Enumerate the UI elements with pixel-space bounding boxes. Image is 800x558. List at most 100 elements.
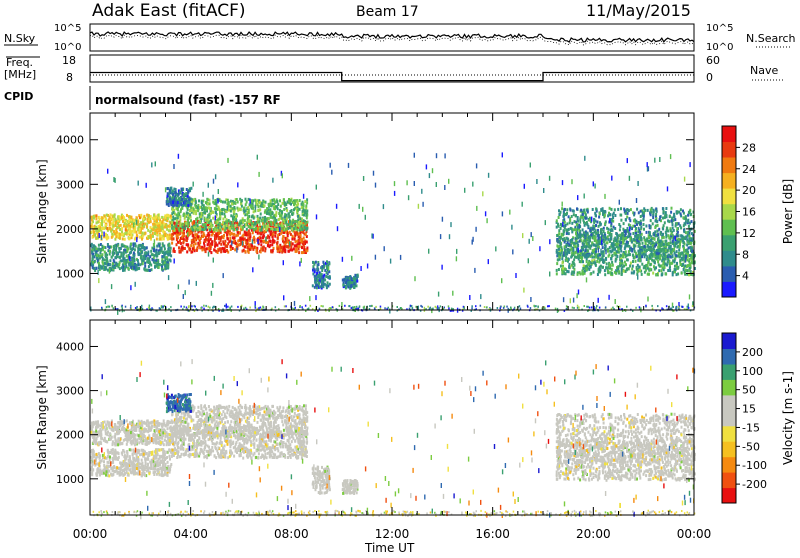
power-cell [342, 284, 344, 287]
power-cell [556, 219, 558, 222]
power-cell [599, 254, 601, 257]
power-cell [222, 218, 224, 221]
power-cell [144, 257, 146, 260]
power-cell [113, 266, 115, 269]
power-cell [109, 259, 111, 262]
power-cell [329, 283, 331, 286]
power-speck [97, 270, 98, 275]
power-cell [288, 212, 290, 215]
power-cell [649, 268, 651, 271]
power-cell [195, 227, 197, 230]
power-cell [272, 236, 274, 239]
power-cell [688, 269, 690, 272]
power-cell [634, 250, 636, 253]
power-speck [600, 249, 601, 254]
power-cell [670, 233, 672, 236]
power-speck [375, 183, 376, 188]
power-cell [120, 247, 122, 250]
noise-strip: N.Sky 10^5 10^0 10^5 10^0 N.Search [4, 23, 796, 53]
power-cell [611, 233, 613, 236]
power-cell [303, 251, 305, 254]
power-cell [152, 232, 154, 235]
power-cell [671, 219, 673, 222]
power-cell [122, 237, 124, 240]
station-title: Adak East (fitACF) [92, 1, 246, 21]
power-cell [593, 221, 595, 224]
power-cell [190, 203, 192, 206]
power-cell [96, 214, 98, 217]
power-cell [590, 265, 592, 268]
power-speck [667, 186, 668, 191]
power-cell [247, 246, 249, 249]
power-cell [690, 247, 692, 250]
power-cell [182, 241, 184, 244]
power-speck [330, 163, 331, 168]
power-cell [293, 227, 295, 230]
power-cell [676, 250, 678, 253]
power-cell [556, 272, 558, 275]
power-cell [146, 261, 148, 264]
power-cell [599, 212, 601, 215]
power-cell [280, 246, 282, 249]
power-cell [623, 265, 625, 268]
power-cell [353, 285, 355, 288]
power-cell [623, 270, 625, 273]
power-cell [561, 207, 563, 210]
power-cell [189, 209, 191, 212]
power-cell [633, 219, 635, 222]
power-cell [178, 193, 180, 196]
power-cell [171, 242, 173, 245]
power-cell [672, 223, 674, 226]
power-cell [244, 210, 246, 213]
power-cell [682, 235, 684, 238]
power-cell [622, 242, 624, 245]
power-cell [642, 242, 644, 245]
power-cell [136, 234, 138, 237]
power-cell [641, 263, 643, 266]
power-cell [109, 250, 111, 253]
power-cell [163, 255, 165, 258]
power-cell [230, 222, 232, 225]
power-cell [141, 232, 143, 235]
power-cell [130, 234, 132, 237]
power-cell [270, 232, 272, 235]
power-cell [618, 248, 620, 251]
power-cell [609, 233, 611, 236]
power-cell [562, 271, 564, 274]
power-cell [621, 273, 623, 276]
power-cell [586, 268, 588, 271]
power-cell [630, 208, 632, 211]
power-cell [630, 249, 632, 252]
power-cell [595, 232, 597, 235]
power-cell [141, 251, 143, 254]
power-cell [279, 209, 281, 212]
power-cell [205, 201, 207, 204]
power-cell [295, 220, 297, 223]
power-cell [293, 247, 295, 250]
power-cell [305, 233, 307, 236]
power-cell [605, 220, 607, 223]
freq-tick-bottom: 8 [66, 71, 73, 84]
power-cell [600, 208, 602, 211]
power-cell [103, 246, 105, 249]
power-cell [158, 244, 160, 247]
power-cell [312, 284, 314, 287]
power-cell [326, 260, 328, 263]
power-cell [144, 268, 146, 271]
power-cell [170, 202, 172, 205]
power-cell [655, 234, 657, 237]
power-cell [351, 281, 353, 284]
power-cell [607, 235, 609, 238]
power-cell [679, 259, 681, 262]
power-cell [646, 237, 648, 240]
power-cell [345, 286, 347, 289]
power-cell [315, 261, 317, 264]
power-cell [230, 200, 232, 203]
power-cell [119, 215, 121, 218]
power-speck [256, 201, 257, 206]
power-cell [283, 198, 285, 201]
power-cell [159, 238, 161, 241]
power-speck [289, 218, 290, 223]
power-cell [228, 226, 230, 229]
